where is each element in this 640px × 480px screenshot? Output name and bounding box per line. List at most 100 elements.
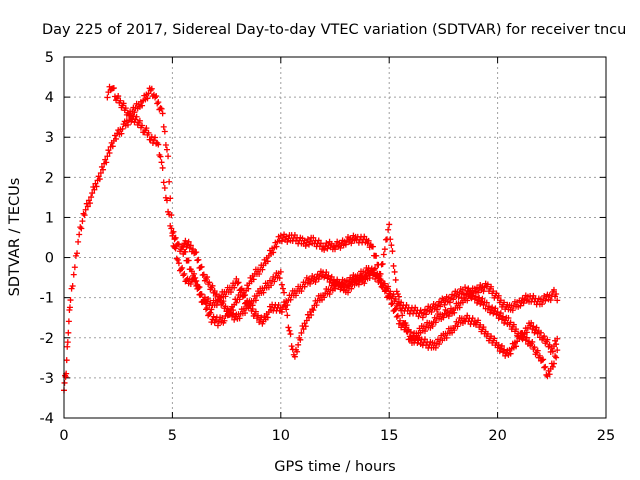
data-point bbox=[365, 265, 372, 272]
data-point bbox=[403, 322, 410, 329]
data-point bbox=[87, 200, 94, 207]
data-point bbox=[489, 304, 496, 311]
data-point bbox=[379, 260, 386, 267]
data-point bbox=[187, 281, 194, 288]
axis-ticks: 0 5 10 15 20 25 -4 -3 -2 -1 0 1 2 3 4 5 bbox=[40, 50, 616, 444]
data-point bbox=[206, 279, 213, 286]
data-point bbox=[365, 237, 372, 244]
data-point bbox=[549, 363, 556, 370]
data-point bbox=[179, 264, 186, 271]
data-point bbox=[455, 293, 462, 300]
data-point bbox=[291, 353, 298, 360]
data-point bbox=[443, 334, 450, 341]
data-point bbox=[287, 331, 294, 338]
data-point bbox=[554, 347, 561, 354]
data-point bbox=[227, 289, 234, 296]
data-point bbox=[451, 309, 458, 316]
data-point bbox=[345, 282, 352, 289]
data-point bbox=[89, 190, 96, 197]
data-point bbox=[395, 320, 402, 327]
data-point bbox=[282, 302, 289, 309]
data-point bbox=[550, 360, 557, 367]
data-point bbox=[167, 195, 174, 202]
data-point bbox=[160, 123, 167, 130]
data-point bbox=[143, 125, 150, 132]
data-point bbox=[104, 94, 111, 101]
data-point bbox=[76, 231, 83, 238]
data-point bbox=[145, 90, 152, 97]
data-point bbox=[432, 319, 439, 326]
data-point bbox=[436, 341, 443, 348]
data-point bbox=[118, 130, 125, 137]
data-point bbox=[328, 273, 335, 280]
data-point bbox=[348, 285, 355, 292]
data-point bbox=[411, 330, 418, 337]
data-point bbox=[245, 285, 252, 292]
data-point bbox=[441, 301, 448, 308]
data-point bbox=[211, 288, 218, 295]
data-point bbox=[97, 170, 104, 177]
data-point bbox=[326, 291, 333, 298]
data-point bbox=[240, 292, 247, 299]
data-point bbox=[546, 371, 553, 378]
data-point bbox=[284, 238, 291, 245]
data-point bbox=[310, 307, 317, 314]
data-point bbox=[139, 102, 146, 109]
data-point bbox=[174, 256, 181, 263]
data-point bbox=[102, 156, 109, 163]
data-point bbox=[213, 291, 220, 298]
y-tick-label: -4 bbox=[40, 411, 54, 427]
data-point bbox=[407, 329, 414, 336]
data-point bbox=[161, 128, 168, 135]
data-point bbox=[509, 307, 516, 314]
data-point bbox=[510, 321, 517, 328]
data-point bbox=[139, 122, 146, 129]
data-point bbox=[227, 306, 234, 313]
data-point bbox=[278, 308, 285, 315]
data-point bbox=[193, 277, 200, 284]
data-point bbox=[236, 315, 243, 322]
data-point bbox=[495, 292, 502, 299]
data-point bbox=[544, 336, 551, 343]
data-point bbox=[517, 302, 524, 309]
data-point bbox=[523, 334, 530, 341]
data-point bbox=[178, 266, 185, 273]
data-point bbox=[161, 185, 168, 192]
data-point bbox=[207, 309, 214, 316]
data-point bbox=[315, 276, 322, 283]
data-point bbox=[386, 221, 393, 228]
data-point bbox=[85, 197, 92, 204]
data-point bbox=[78, 225, 85, 232]
data-point bbox=[255, 312, 262, 319]
data-point bbox=[81, 212, 88, 219]
data-point bbox=[195, 256, 202, 263]
data-point bbox=[378, 277, 385, 284]
data-point bbox=[348, 279, 355, 286]
data-point bbox=[387, 236, 394, 243]
data-point bbox=[182, 237, 189, 244]
data-point bbox=[294, 348, 301, 355]
data-point bbox=[115, 93, 122, 100]
data-point bbox=[505, 315, 512, 321]
data-point bbox=[252, 308, 259, 315]
data-point bbox=[168, 225, 175, 232]
data-point bbox=[337, 284, 344, 291]
data-point bbox=[385, 283, 392, 290]
data-point bbox=[302, 242, 309, 249]
data-point bbox=[332, 246, 338, 253]
data-point bbox=[222, 293, 229, 300]
x-tick-label: 15 bbox=[380, 428, 398, 444]
data-point bbox=[198, 291, 205, 298]
data-point bbox=[284, 312, 291, 319]
data-point bbox=[432, 344, 439, 351]
data-point bbox=[276, 275, 283, 282]
data-point bbox=[217, 294, 224, 301]
data-point bbox=[361, 273, 368, 280]
data-point bbox=[65, 318, 72, 325]
data-point bbox=[170, 228, 177, 235]
data-point bbox=[388, 301, 395, 308]
data-point bbox=[74, 250, 81, 257]
data-point bbox=[381, 280, 388, 287]
data-point bbox=[98, 163, 105, 170]
data-point bbox=[479, 295, 486, 302]
